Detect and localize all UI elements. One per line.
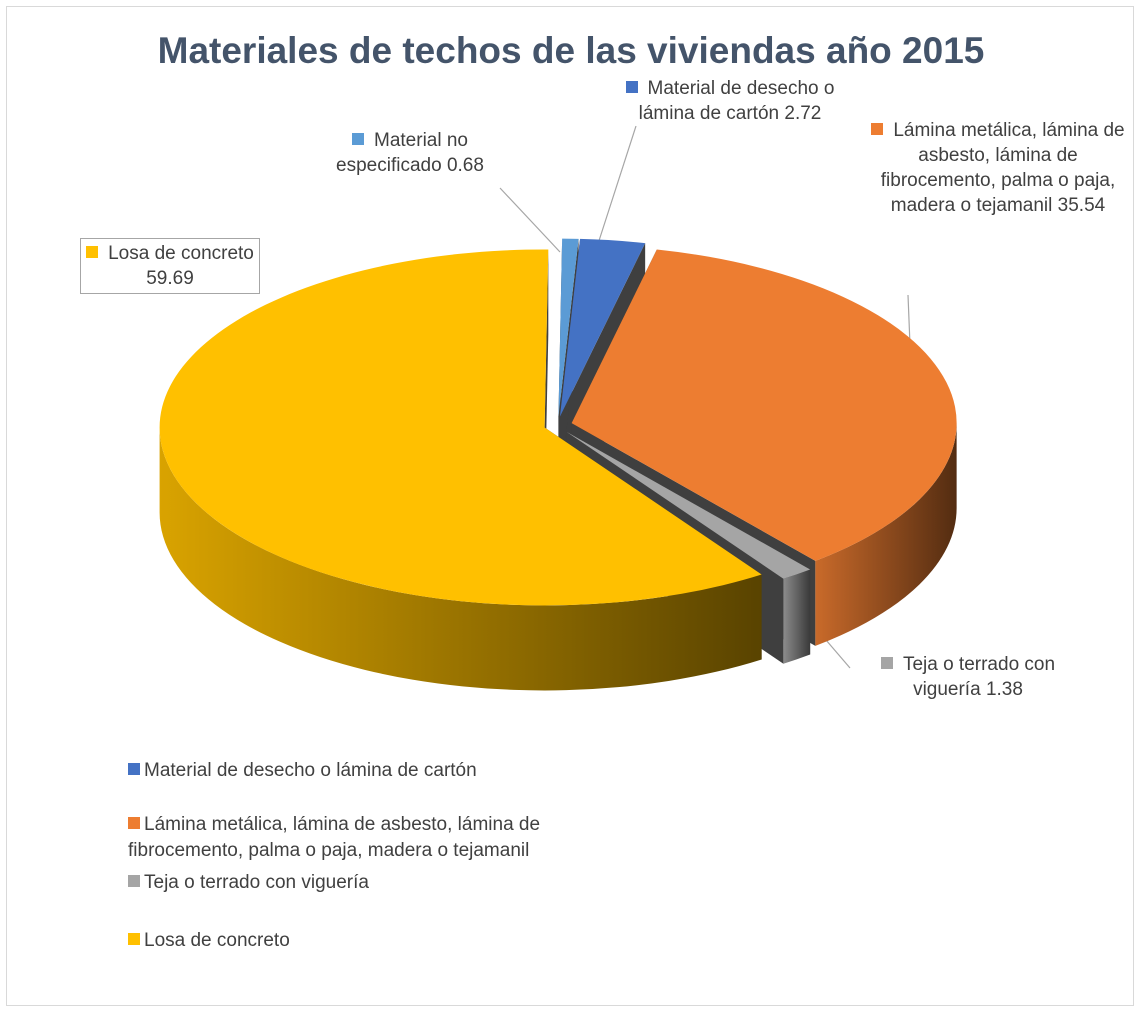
data-label: Teja o terrado con viguería 1.38 bbox=[848, 652, 1088, 702]
legend-marker bbox=[128, 763, 140, 775]
label-value: 35.54 bbox=[1057, 195, 1106, 216]
label-marker bbox=[352, 133, 364, 145]
label-value: 2.72 bbox=[784, 103, 822, 124]
chart-title: Materiales de techos de las viviendas añ… bbox=[157, 30, 985, 71]
slice-tops bbox=[159, 238, 957, 606]
label-category: Teja o terrado con viguería bbox=[902, 654, 1056, 700]
legend-item: Material de desecho o lámina de cartón bbox=[128, 758, 648, 784]
legend-label: Lámina metálica, lámina de asbesto, lámi… bbox=[128, 814, 541, 861]
legend-item: Lámina metálica, lámina de asbesto, lámi… bbox=[128, 812, 648, 864]
leader-line bbox=[499, 187, 561, 253]
legend-marker bbox=[128, 933, 140, 945]
legend-label: Material de desecho o lámina de cartón bbox=[144, 760, 477, 781]
label-marker bbox=[880, 657, 893, 669]
chart-frame bbox=[6, 6, 1134, 1006]
legend-item: Losa de concreto bbox=[128, 928, 648, 954]
label-marker bbox=[871, 123, 884, 135]
label-category: Losa de concreto bbox=[108, 243, 254, 264]
slice bbox=[558, 238, 579, 417]
label-category: Lámina metálica, lámina de asbesto, lámi… bbox=[880, 120, 1125, 216]
legend-label: Teja o terrado con viguería bbox=[144, 872, 369, 893]
legend-item: Teja o terrado con viguería bbox=[128, 870, 648, 896]
data-label: Lámina metálica, lámina de asbesto, lámi… bbox=[862, 118, 1134, 218]
data-label: Material no especificado 0.68 bbox=[300, 128, 520, 178]
slice bbox=[559, 238, 646, 417]
leader-line bbox=[907, 294, 911, 346]
slice bbox=[159, 249, 762, 606]
label-value: 0.68 bbox=[446, 155, 484, 176]
legend-marker bbox=[128, 875, 140, 887]
slice-side bbox=[159, 427, 762, 691]
slice bbox=[566, 431, 811, 579]
label-marker bbox=[625, 81, 638, 93]
leader-line bbox=[825, 639, 851, 669]
leader-line bbox=[595, 125, 637, 251]
label-value: 1.38 bbox=[985, 679, 1023, 700]
label-category: Material de desecho o lámina de cartón bbox=[638, 78, 835, 124]
label-value: 59.69 bbox=[146, 268, 194, 289]
data-label: Material de desecho o lámina de cartón 2… bbox=[600, 76, 860, 126]
legend-marker bbox=[128, 817, 140, 829]
data-label: Losa de concreto 59.69 bbox=[80, 238, 260, 294]
label-marker bbox=[86, 246, 99, 258]
legend-label: Losa de concreto bbox=[144, 930, 290, 951]
slice-side bbox=[783, 569, 811, 664]
leader-lines bbox=[499, 125, 911, 669]
slice-side bbox=[815, 423, 957, 646]
slice bbox=[571, 249, 957, 561]
label-category: Material no especificado bbox=[336, 130, 468, 176]
